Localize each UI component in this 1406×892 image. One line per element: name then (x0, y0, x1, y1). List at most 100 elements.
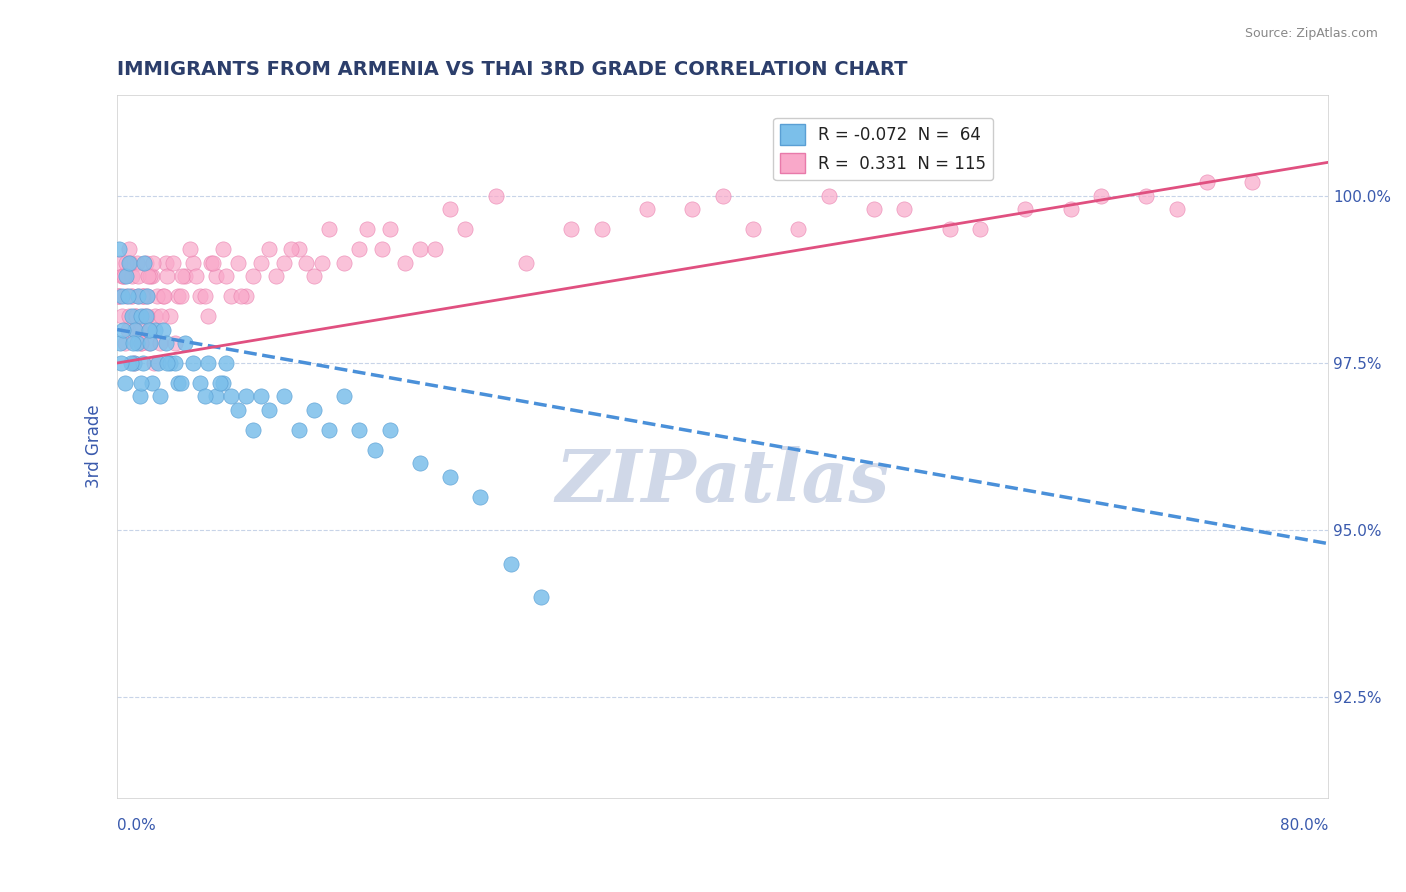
Point (333, 389, 356, 403)
Point (212, 376, 235, 390)
Point (170, 376, 193, 390)
Point (163, 335, 186, 350)
Point (318, 222, 340, 236)
Point (264, 268, 287, 283)
Point (128, 322, 150, 336)
Point (118, 255, 141, 269)
Point (288, 423, 311, 437)
Point (302, 402, 325, 417)
Point (938, 222, 960, 236)
Point (108, 242, 131, 256)
Point (311, 255, 333, 269)
Point (135, 255, 157, 269)
Point (129, 335, 152, 350)
Point (135, 309, 157, 323)
Point (122, 356, 145, 370)
Point (135, 309, 157, 323)
Point (817, 188, 839, 202)
Point (201, 255, 224, 269)
Point (143, 309, 166, 323)
Point (273, 389, 295, 403)
Point (131, 335, 153, 350)
Point (194, 389, 217, 403)
Point (132, 356, 155, 370)
Point (295, 255, 318, 269)
Point (148, 335, 170, 350)
Point (194, 289, 217, 303)
Point (136, 289, 159, 303)
Point (356, 222, 378, 236)
Point (110, 356, 132, 370)
Point (711, 188, 734, 202)
Point (122, 335, 145, 350)
Point (127, 268, 149, 283)
Point (681, 202, 703, 216)
Point (454, 222, 477, 236)
Point (156, 268, 179, 283)
Point (127, 289, 149, 303)
Point (969, 222, 991, 236)
Point (131, 289, 153, 303)
Text: Source: ZipAtlas.com: Source: ZipAtlas.com (1244, 27, 1378, 40)
Point (129, 376, 152, 390)
Point (153, 289, 176, 303)
Point (120, 289, 142, 303)
Point (148, 389, 170, 403)
Point (863, 202, 886, 216)
Point (1166, 202, 1188, 216)
Point (152, 322, 174, 336)
Point (155, 255, 177, 269)
Point (204, 268, 226, 283)
Point (219, 389, 242, 403)
Point (125, 335, 148, 350)
Point (288, 242, 311, 256)
Point (143, 322, 166, 336)
Point (120, 356, 142, 370)
Point (170, 289, 193, 303)
Point (515, 255, 537, 269)
Point (302, 268, 325, 283)
Point (138, 268, 160, 283)
Point (115, 268, 138, 283)
Point (122, 356, 145, 370)
Point (371, 242, 394, 256)
Point (363, 442, 385, 457)
Point (114, 335, 136, 350)
Point (530, 590, 553, 604)
Point (219, 289, 242, 303)
Point (742, 222, 765, 236)
Point (273, 255, 295, 269)
Point (120, 255, 142, 269)
Point (124, 322, 146, 336)
Point (250, 255, 273, 269)
Point (114, 255, 136, 269)
Point (378, 222, 401, 236)
Point (893, 202, 915, 216)
Point (136, 268, 159, 283)
Point (560, 222, 582, 236)
Point (280, 242, 302, 256)
Point (121, 268, 143, 283)
Point (318, 423, 340, 437)
Point (125, 255, 148, 269)
Point (124, 309, 146, 323)
Point (111, 268, 134, 283)
Point (1135, 188, 1157, 202)
Point (111, 289, 134, 303)
Point (257, 402, 280, 417)
Point (118, 242, 141, 256)
Point (349, 242, 371, 256)
Point (1090, 188, 1112, 202)
Point (499, 557, 522, 571)
Text: ZIPatlas: ZIPatlas (555, 446, 890, 517)
Point (141, 376, 163, 390)
Point (159, 356, 181, 370)
Point (204, 389, 226, 403)
Point (200, 255, 222, 269)
Point (117, 289, 139, 303)
Point (111, 309, 134, 323)
Text: 80.0%: 80.0% (1279, 818, 1329, 833)
Point (242, 268, 264, 283)
Point (184, 268, 207, 283)
Point (212, 242, 235, 256)
